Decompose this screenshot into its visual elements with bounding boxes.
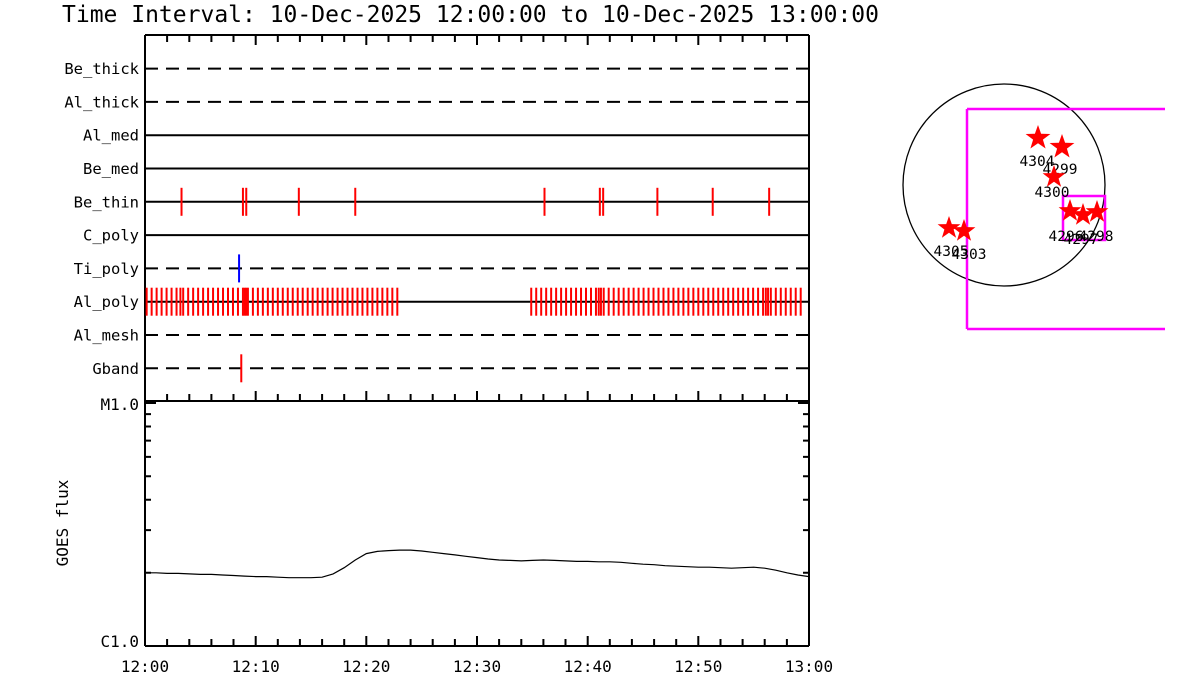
goes-flux-panel: M1.0 C1.0 GOES flux 12:00 12:10 12:20 12:30 12:…: [53, 395, 833, 676]
row-label-Al_poly: Al_poly: [74, 293, 139, 311]
row-label-Ti_poly: Ti_poly: [74, 260, 139, 278]
timeline-axis-frame: [144, 34, 810, 402]
plot-title: Time Interval: 10-Dec-2025 12:00:00 to 1…: [62, 2, 879, 28]
goes-axis-frame: [144, 400, 810, 647]
timeline-top-ticks: [144, 36, 810, 45]
goes-ytick-label-top: M1.0: [100, 395, 139, 414]
time-axis-label: 12:20: [342, 657, 390, 676]
goes-ylabel: GOES flux: [53, 479, 72, 566]
row-label-Al_med: Al_med: [83, 127, 139, 145]
goes-log-yticks: [146, 402, 808, 647]
filter-timeline-panel: Be_thick Al_thick Al_med Be_med Be_thin C_pol…: [64, 34, 810, 402]
active-region-star-4298: [1085, 200, 1109, 222]
row-label-Be_thin: Be_thin: [74, 193, 139, 211]
active-region-label-4297: 4297: [1064, 232, 1099, 248]
active-region-label-4304: 4304: [1020, 154, 1055, 170]
time-axis-label: 12:50: [674, 657, 722, 676]
fov-box: [965, 107, 1165, 331]
active-region-star-4304: [1025, 125, 1051, 149]
active-region-star-4296: [1058, 199, 1082, 221]
active-region-star-4299: [1049, 134, 1075, 158]
active-region-star-4303: [952, 219, 976, 241]
time-axis-label: 12:10: [232, 657, 280, 676]
time-axis-label: 12:40: [564, 657, 612, 676]
row-label-Be_thick: Be_thick: [64, 60, 139, 78]
active-region-label-4300: 4300: [1035, 185, 1070, 201]
active-region-label-4298: 4298: [1079, 229, 1114, 245]
row-label-Be_med: Be_med: [83, 160, 139, 178]
active-region-star-4300: [1042, 165, 1066, 187]
time-axis-label: 12:00: [121, 657, 169, 676]
active-region-label-4296: 4296: [1049, 229, 1084, 245]
active-region-star-4297: [1071, 203, 1095, 225]
solar-limb-circle: [902, 83, 1106, 287]
target-region-box: [1061, 194, 1107, 242]
active-region-star-4305: [937, 216, 961, 238]
active-region-label-4305: 4305: [934, 244, 969, 260]
goes-flux-curve: [145, 549, 810, 579]
time-axis-label: 13:00: [785, 657, 833, 676]
row-label-Al_thick: Al_thick: [64, 93, 139, 111]
row-label-C_poly: C_poly: [83, 227, 139, 245]
goes-bottom-ticks: [144, 636, 810, 645]
goes-ytick-label-bottom: C1.0: [100, 632, 139, 651]
timeline-bottom-ticks: [144, 391, 810, 400]
row-label-Al_mesh: Al_mesh: [74, 327, 139, 345]
active-region-label-4303: 4303: [952, 247, 987, 263]
time-axis-label: 12:30: [453, 657, 501, 676]
row-label-Gband: Gband: [92, 360, 139, 378]
